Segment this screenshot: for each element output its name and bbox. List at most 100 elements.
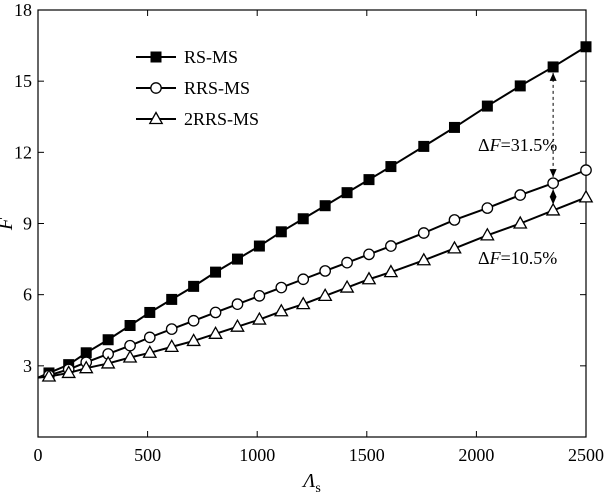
legend: RS-MS RRS-MS 2RRS-MS: [136, 47, 259, 129]
data-point: [208, 325, 223, 339]
data-point: [385, 161, 397, 173]
legend-label: 2RRS-MS: [184, 109, 259, 129]
legend-label: RS-MS: [184, 47, 238, 67]
data-point: [578, 189, 594, 203]
legend-item: RRS-MS: [136, 78, 250, 98]
data-point: [295, 296, 311, 310]
delta-annotation: ΔF=10.5%: [478, 248, 557, 268]
y-tick-label: 9: [23, 214, 32, 234]
data-point: [580, 41, 592, 53]
data-point: [102, 334, 114, 346]
x-tick-label: 0: [34, 445, 43, 465]
series-line: [37, 169, 587, 379]
data-point: [165, 323, 178, 335]
y-tick-label: 12: [14, 142, 32, 162]
data-point: [252, 311, 267, 325]
data-point: [253, 290, 266, 302]
data-point: [41, 368, 57, 382]
arrow-head: [549, 196, 557, 205]
data-point: [210, 266, 222, 278]
data-point: [417, 227, 430, 239]
x-tick-label: 1500: [349, 445, 385, 465]
x-tick-label: 1000: [239, 445, 275, 465]
data-point: [100, 355, 116, 369]
data-point: [514, 189, 527, 201]
data-point: [480, 227, 495, 241]
data-point: [545, 202, 561, 216]
data-point: [418, 140, 430, 152]
data-point: [319, 200, 331, 212]
arrow-head: [549, 72, 557, 81]
legend-item: RS-MS: [136, 47, 238, 67]
legend-marker: [150, 82, 162, 94]
data-point: [166, 293, 178, 305]
data-point: [78, 360, 94, 374]
data-point: [209, 306, 222, 319]
data-point: [61, 365, 77, 379]
data-point: [80, 347, 92, 359]
data-point: [297, 273, 310, 286]
data-point: [124, 320, 136, 332]
data-point: [547, 61, 559, 73]
data-point: [144, 306, 156, 318]
data-point: [363, 174, 375, 186]
legend-marker: [148, 111, 164, 125]
data-point: [580, 164, 592, 176]
data-point: [341, 256, 353, 269]
series-line: [37, 45, 587, 379]
plot-frame: [37, 9, 587, 438]
data-point: [297, 213, 309, 225]
data-point: [341, 187, 353, 199]
x-tick-label: 2500: [568, 445, 604, 465]
y-axis: 3 6 9 12 15 18: [14, 0, 586, 376]
x-tick-label: 500: [134, 445, 161, 465]
data-point: [230, 318, 245, 332]
data-point: [164, 339, 180, 353]
data-point: [253, 240, 265, 252]
data-point: [547, 177, 559, 190]
data-point: [275, 281, 288, 294]
data-point: [514, 80, 526, 92]
data-point: [186, 333, 201, 347]
data-point: [448, 121, 460, 133]
data-point: [231, 298, 244, 311]
series-0: [37, 41, 592, 379]
arrow-head: [549, 169, 557, 178]
y-tick-label: 15: [14, 71, 32, 91]
data-point: [339, 279, 355, 293]
data-point: [188, 280, 200, 292]
data-point: [361, 271, 377, 285]
annotation-layer: ΔF=31.5% ΔF=10.5%: [478, 72, 557, 268]
series-line: [37, 196, 587, 379]
data-point: [124, 339, 136, 352]
x-tick-label: 2000: [458, 445, 494, 465]
series-1: [37, 164, 592, 382]
y-tick-label: 18: [14, 0, 32, 20]
series-layer: [37, 41, 594, 382]
x-axis: 0 500 1000 1500 2000 2500: [34, 10, 604, 465]
data-point: [448, 214, 461, 226]
legend-marker: [150, 51, 162, 63]
data-point: [142, 344, 158, 358]
data-point: [447, 240, 462, 254]
data-point: [143, 331, 156, 344]
data-point: [273, 303, 289, 317]
arrow-head: [549, 189, 557, 198]
legend-label: RRS-MS: [184, 78, 250, 98]
legend-item: 2RRS-MS: [136, 109, 259, 129]
y-tick-label: 3: [23, 356, 32, 376]
data-point: [122, 349, 138, 363]
y-tick-label: 6: [23, 285, 32, 305]
data-point: [383, 264, 399, 278]
data-point: [512, 215, 528, 229]
data-point: [275, 226, 287, 238]
delta-annotation: ΔF=31.5%: [478, 135, 557, 155]
data-point: [481, 100, 493, 112]
data-point: [317, 288, 333, 302]
data-point: [319, 265, 332, 277]
data-point: [481, 202, 494, 214]
data-point: [385, 240, 397, 252]
data-point: [416, 252, 432, 266]
